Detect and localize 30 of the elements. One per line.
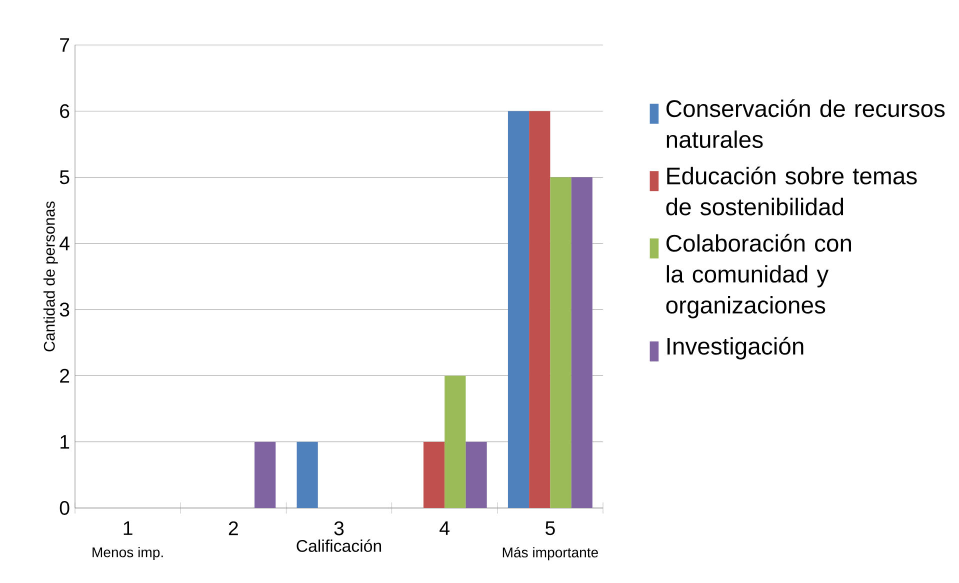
x-tick-label: 3 xyxy=(334,521,344,536)
bar xyxy=(529,111,550,508)
x-tick-label: 5 xyxy=(546,521,555,536)
y-tick-label: 7 xyxy=(60,38,70,52)
y-tick-label: 4 xyxy=(60,236,70,250)
y-tick-label: 5 xyxy=(60,170,70,184)
x-axis-title: Calificación xyxy=(296,539,382,552)
bar xyxy=(254,442,276,508)
legend-label: Investigación xyxy=(667,336,804,360)
y-tick-label: 0 xyxy=(60,501,70,515)
legend-label: Colaboración con la comunidad y organizaciones xyxy=(666,234,851,318)
x-tick-label: 2 xyxy=(228,521,238,536)
bar xyxy=(571,177,592,508)
x-tick-label: 1 xyxy=(124,521,132,535)
legend-label: Conservación de recursos naturales xyxy=(666,99,945,148)
bar xyxy=(444,376,466,508)
y-axis-title: Cantidad de personas xyxy=(43,201,58,352)
bar xyxy=(550,177,572,508)
x-tick-label: 4 xyxy=(440,521,450,535)
bar xyxy=(296,442,318,508)
text: Más importante xyxy=(502,546,598,560)
y-tick-label: 2 xyxy=(60,368,70,383)
bar xyxy=(466,442,487,508)
y-tick-label: 3 xyxy=(60,302,70,317)
legend-label: Educación sobre temas de sostenibilidad xyxy=(666,166,917,216)
y-tick-label: 6 xyxy=(60,104,70,118)
text: Menos imp. xyxy=(92,546,163,560)
bar xyxy=(423,442,445,508)
y-tick-label: 1 xyxy=(60,435,70,449)
bar xyxy=(508,111,530,508)
